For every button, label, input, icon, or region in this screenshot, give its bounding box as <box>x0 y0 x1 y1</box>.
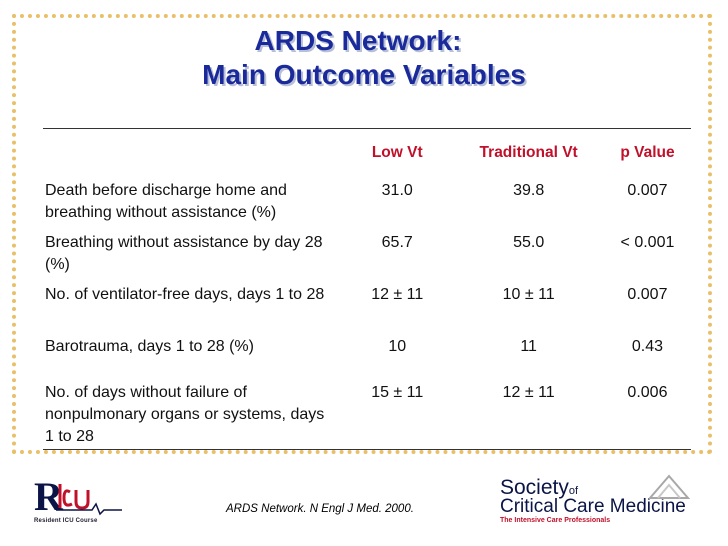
slide-title-line1: ARDS Network: <box>254 25 462 56</box>
slide-title-line2: Main Outcome Variables <box>202 59 526 90</box>
table-row: Breathing without assistance by day 28 (… <box>43 229 691 281</box>
table-row: No. of days without failure of nonpulmon… <box>43 379 691 450</box>
ricu-tagline: Resident ICU Course <box>34 518 98 524</box>
sccm-name-text: Critical Care Medicine <box>500 496 686 517</box>
sccm-logo: Societyof Critical Care Medicine The Int… <box>496 474 696 530</box>
row-low-vt: 10 <box>388 338 407 355</box>
row-variable: No. of ventilator-free days, days 1 to 2… <box>45 286 325 303</box>
row-p-value: 0.007 <box>627 286 668 303</box>
row-p-value: 0.007 <box>627 182 668 199</box>
row-variable: Breathing without assistance by day 28 (… <box>45 234 323 273</box>
row-traditional-vt: 11 <box>520 338 537 355</box>
table-row: Death before discharge home and breathin… <box>43 177 691 229</box>
row-p-value: 0.43 <box>631 338 664 355</box>
row-p-value: 0.006 <box>603 379 691 450</box>
row-low-vt: 31.0 <box>381 182 413 199</box>
header-p-value: p Value <box>603 128 691 177</box>
row-variable: No. of days without failure of nonpulmon… <box>43 379 342 450</box>
row-traditional-vt: 39.8 <box>513 182 545 199</box>
row-traditional-vt: 55.0 <box>513 234 545 251</box>
row-low-vt: 65.7 <box>381 234 413 251</box>
table-header-row: Low Vt Traditional Vt p Value <box>43 128 691 177</box>
header-traditional-vt: Traditional Vt <box>453 128 604 177</box>
citation: ARDS Network. N Engl J Med. 2000. <box>226 503 414 515</box>
sccm-society-text: Society <box>500 476 569 499</box>
dotted-frame <box>12 14 712 454</box>
resident-icu-logo: R Resident ICU Course <box>34 474 124 530</box>
sccm-of-text: of <box>568 485 579 497</box>
row-variable: Death before discharge home and breathin… <box>45 182 287 221</box>
row-traditional-vt: 10 ± 11 <box>502 286 555 303</box>
row-variable: Barotrauma, days 1 to 28 (%) <box>45 338 254 355</box>
row-traditional-vt: 12 ± 11 <box>453 379 604 450</box>
row-p-value: < 0.001 <box>620 234 675 251</box>
sccm-tagline: The Intensive Care Professionals <box>500 517 611 524</box>
ricu-logo-icon: R <box>34 474 122 519</box>
row-low-vt: 12 ± 11 <box>371 286 424 303</box>
sccm-triangle-icon <box>647 474 691 499</box>
table-row: Barotrauma, days 1 to 28 (%) 10 11 0.43 <box>43 333 691 379</box>
header-variable <box>43 128 342 177</box>
header-low-vt: Low Vt <box>341 128 454 177</box>
outcomes-table: Low Vt Traditional Vt p Value Death befo… <box>43 128 691 450</box>
row-low-vt: 15 ± 11 <box>341 379 454 450</box>
table-row: No. of ventilator-free days, days 1 to 2… <box>43 281 691 333</box>
